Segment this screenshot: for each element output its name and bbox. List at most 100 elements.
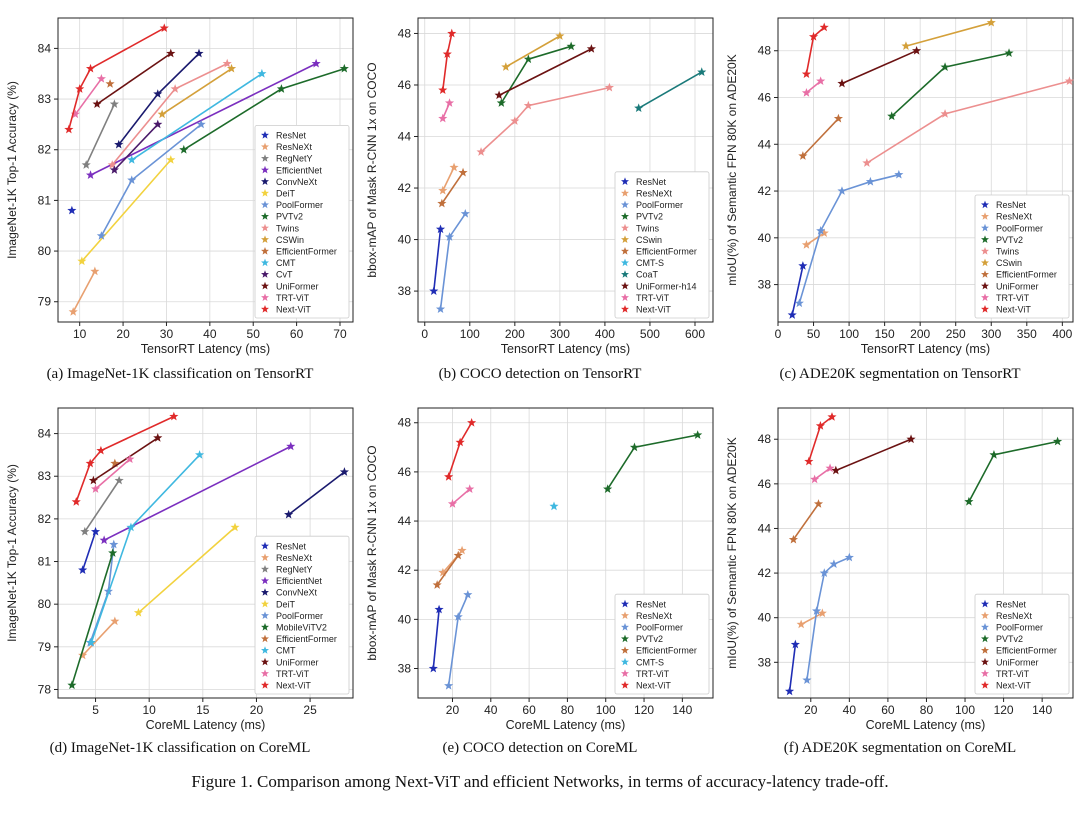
data-point-poolformer (844, 552, 854, 562)
legend-star-icon (621, 657, 629, 666)
legend-star-icon (261, 212, 269, 220)
legend-star-icon (981, 599, 989, 608)
series-line-efficientnet (103, 445, 292, 541)
y-tick-label: 46 (758, 91, 772, 105)
legend-label: ResNet (636, 177, 667, 187)
series-line-coat (638, 71, 703, 109)
chart-a-svg: 10 20 30 40 50 60 70 79 80 81 82 83 84 TensorRT Laten… (5, 17, 354, 356)
series-line-uniformer (96, 52, 172, 105)
data-point-efficientformer (833, 113, 843, 123)
series-line-resnet (432, 609, 440, 669)
x-tick-label: 60 (881, 703, 895, 717)
series-line-next-vit (442, 33, 453, 91)
y-tick-label: 79 (38, 640, 52, 654)
data-point-mobilevitv2 (67, 680, 77, 690)
data-point-poolformer (794, 298, 804, 308)
series-line-uniformer (92, 437, 159, 482)
series-line-poolformer (100, 123, 202, 237)
x-tick-label: 10 (143, 703, 157, 717)
data-point-uniformer (92, 99, 102, 109)
plot-frame (777, 407, 1074, 699)
y-tick-label: 80 (38, 244, 52, 258)
legend-box (254, 535, 350, 695)
legend-star-icon (981, 293, 989, 301)
legend-star-icon (981, 669, 989, 677)
data-point-pvtv2 (629, 442, 640, 452)
legend-label: Twins (276, 223, 300, 233)
data-point-cswin (226, 63, 237, 73)
data-point-resnet (67, 205, 77, 215)
data-point-poolformer (435, 304, 446, 313)
legend-star-icon (621, 270, 629, 278)
series-line-trt-vit (94, 458, 131, 490)
data-point-poolformer (463, 589, 473, 599)
data-point-next-vit (71, 497, 81, 506)
caption-b: (b) COCO detection on TensorRT (438, 366, 642, 382)
x-tick-label: 300 (981, 327, 1001, 341)
legend-label: PVTv2 (996, 235, 1023, 245)
x-tick-label: 100 (460, 327, 480, 341)
legend-star-icon (981, 258, 989, 267)
data-point-trt-vit (447, 499, 458, 508)
legend-label: PVTv2 (636, 634, 663, 644)
legend-box (614, 171, 710, 319)
data-point-pvtv2 (179, 144, 189, 154)
data-point-next-vit (85, 458, 95, 468)
legend-box (614, 593, 710, 695)
data-point-efficientformer (453, 550, 463, 560)
x-tick-label: 140 (1032, 703, 1052, 717)
series-line-cmt (90, 454, 201, 643)
y-axis-label: mIoU(%) of Semantic FPN 80K on ADE20K (725, 54, 739, 285)
data-point-resnext (449, 162, 459, 172)
y-tick-label: 48 (398, 26, 412, 40)
y-tick-label: 83 (38, 92, 52, 106)
data-point-resnet (790, 639, 800, 649)
data-point-next-vit (64, 124, 74, 134)
series-line-resnext (805, 232, 825, 246)
legend-label: ResNeXt (996, 611, 1033, 621)
y-tick-label: 81 (38, 193, 52, 207)
data-point-cswin (986, 17, 996, 27)
legend-label: CvT (276, 270, 293, 280)
data-point-next-vit (169, 411, 179, 421)
data-point-twins (170, 84, 180, 93)
y-tick-label: 42 (758, 184, 772, 198)
x-tick-label: 300 (550, 327, 570, 341)
series-line-resnet (788, 644, 797, 692)
legend-label: PoolFormer (636, 623, 683, 633)
legend-star-icon (621, 247, 629, 255)
y-tick-label: 46 (398, 465, 412, 479)
x-tick-label: 150 (875, 327, 895, 341)
data-point-pvtv2 (339, 63, 349, 73)
legend-star-icon (261, 599, 269, 608)
legend-label: PoolFormer (276, 200, 323, 210)
legend-star-icon (981, 623, 989, 631)
legend-label: TRT-ViT (996, 293, 1030, 303)
chart-panel-c: 0 50 100 150 200 250 300 350 400 38 40 42 44 46 48 Tens… (720, 0, 1080, 362)
legend-box (974, 593, 1070, 695)
series-line-cvt (113, 123, 159, 171)
plot-frame (57, 407, 354, 699)
data-point-next-vit (827, 412, 837, 421)
chart-c-svg: 0 50 100 150 200 250 300 350 400 38 40 42 44 46 48 Tens… (725, 17, 1075, 356)
legend-star-icon (261, 681, 269, 689)
legend-label: Next-ViT (276, 305, 311, 315)
data-point-pvtv2 (940, 62, 950, 71)
y-axis-label: bbox-mAP of Mask R-CNN 1x on COCO (365, 62, 379, 277)
chart-f-svg: 20 40 60 80 100 120 140 38 40 42 44 46 48 CoreML Late… (725, 407, 1074, 732)
legend-label: MobileViTV2 (276, 623, 327, 633)
x-axis-label: CoreML Latency (ms) (146, 718, 266, 732)
series-line-cswin (905, 21, 992, 47)
legend-star-icon (261, 223, 269, 232)
chart-panel-e: 20 40 60 80 100 120 140 38 40 42 44 46 48 CoreML Late… (360, 390, 720, 738)
x-axis-label: TensorRT Latency (ms) (861, 342, 990, 356)
data-point-resnext (90, 266, 100, 276)
series-line-deit (81, 159, 172, 262)
y-tick-label: 81 (38, 555, 52, 569)
data-point-next-vit (815, 421, 825, 430)
y-tick-label: 82 (38, 512, 52, 526)
legend-label: CSwin (996, 258, 1022, 268)
x-tick-label: 50 (247, 327, 261, 341)
legend-star-icon (621, 293, 629, 301)
x-tick-label: 80 (920, 703, 934, 717)
